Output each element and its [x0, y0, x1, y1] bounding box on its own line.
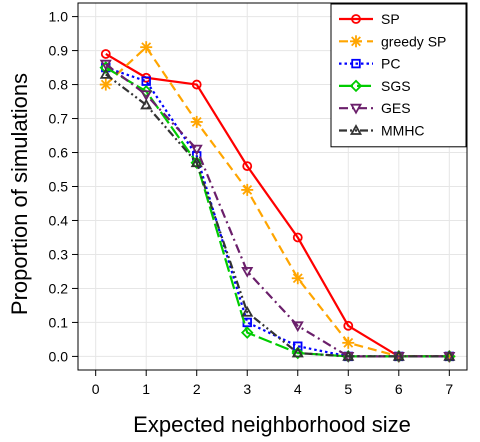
y-tick-label: 0.0 [49, 348, 69, 364]
y-tick-label: 0.4 [49, 212, 69, 228]
legend-label: MMHC [381, 123, 425, 139]
data-point-mmhc [342, 350, 355, 361]
x-tick-label: 3 [243, 381, 251, 397]
asterisk-stroke [242, 184, 253, 195]
x-tick-label: 2 [193, 381, 201, 397]
data-point-sgs [190, 156, 203, 169]
legend: SP greedy SP PC SGS GES MMHC [330, 3, 467, 148]
x-tick-label: 7 [445, 381, 453, 397]
data-point-sp [292, 232, 303, 243]
asterisk-stroke [343, 337, 354, 348]
data-point-mmhc [443, 350, 456, 361]
asterisk-stroke [141, 42, 152, 53]
y-tick-label: 0.9 [49, 43, 69, 59]
axes-layer: 0 1 2 3 4 5 6 7 0.0 0.1 0.2 0.3 0.4 0.5 0.6 0.7 0.8 0.9 1.… [49, 2, 468, 397]
legend-marker [349, 79, 363, 93]
legend-marker [349, 124, 363, 135]
series-line-mmhc [105, 73, 450, 358]
data-point-sp [100, 49, 111, 59]
asterisk-stroke [191, 116, 202, 127]
legend-item-pc: PC [339, 56, 400, 72]
y-tick-label: 0.6 [49, 145, 69, 161]
legend-item-greedy-sp: greedy SP [339, 33, 446, 49]
x-tick-label: 5 [344, 381, 352, 397]
data-point-mmhc [392, 350, 405, 361]
data-point-ges [99, 59, 112, 71]
data-point-greedy-sp [140, 41, 153, 54]
data-point-mmhc [241, 305, 254, 317]
x-tick-label: 0 [92, 381, 100, 397]
x-tick-label: 4 [294, 381, 302, 397]
legend-label: GES [381, 100, 411, 116]
data-point-greedy-sp [241, 183, 254, 196]
x-axis-label: Expected neighborhood size [133, 412, 411, 437]
legend-label: SGS [381, 78, 411, 94]
data-point-sp [343, 320, 354, 331]
legend-label: greedy SP [381, 33, 446, 49]
data-point-mmhc [99, 68, 112, 79]
data-point-mmhc [140, 98, 153, 110]
data-point-sgs [291, 346, 305, 360]
series-line-sp [105, 53, 450, 358]
legend-marker [350, 35, 362, 48]
legend-marker [351, 14, 361, 24]
data-point-greedy-sp [99, 78, 112, 91]
x-tick-label: 1 [142, 381, 150, 397]
data-point-ges [291, 321, 304, 333]
y-tick-label: 0.2 [49, 280, 69, 296]
data-point-mmhc [291, 346, 304, 358]
series-line-greedy-sp [105, 46, 450, 358]
legend-item-sp: SP [339, 11, 400, 27]
y-tick-label: 0.8 [49, 77, 69, 93]
y-tick-label: 0.3 [49, 246, 69, 262]
legend-box [330, 3, 467, 148]
y-axis-label: Proportion of simulations [7, 73, 32, 315]
data-point-ges [140, 90, 153, 102]
legend-marker [349, 103, 363, 115]
legend-item-sgs: SGS [339, 78, 411, 94]
data-point-greedy-sp [190, 115, 203, 128]
y-tick-label: 0.1 [49, 314, 69, 330]
asterisk-stroke [351, 36, 361, 47]
data-point-pc [141, 76, 151, 86]
y-tick-label: 1.0 [49, 9, 69, 25]
y-tick-label: 0.7 [49, 111, 69, 127]
legend-label: PC [381, 56, 400, 72]
legend-label: SP [381, 11, 400, 27]
series-layer [99, 41, 456, 363]
data-point-sp [191, 79, 202, 90]
data-point-ges [241, 267, 254, 278]
x-tick-label: 6 [395, 381, 403, 397]
legend-marker [351, 58, 361, 69]
y-tick-label: 0.5 [49, 179, 69, 195]
data-point-mmhc [190, 156, 203, 168]
data-point-sp [242, 161, 253, 172]
data-point-ges [190, 144, 203, 156]
series-mmhc [99, 68, 456, 361]
data-point-sgs [240, 326, 254, 339]
asterisk-stroke [292, 273, 303, 284]
data-point-greedy-sp [342, 336, 355, 349]
legend-item-ges: GES [339, 100, 411, 116]
asterisk-stroke [100, 79, 111, 90]
data-point-greedy-sp [291, 272, 304, 285]
legend-item-mmhc: MMHC [339, 123, 425, 139]
